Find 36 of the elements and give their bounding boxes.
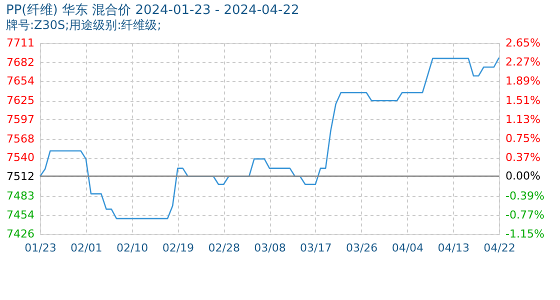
line-series	[39, 57, 500, 220]
y2-tick-label: 1.51%	[506, 94, 540, 107]
y-tick-label: 7483	[6, 189, 34, 202]
y-tick-label: 7597	[6, 112, 34, 126]
y-tick-label: 7540	[6, 151, 34, 164]
chart-subtitle: 牌号:Z30S;用途级别:纤维级;	[6, 18, 162, 32]
x-tick-label: 04/04	[392, 242, 424, 254]
y2-tick-label: 2.27%	[506, 56, 540, 69]
y2-tick-label: -0.77%	[506, 208, 544, 222]
y-tick-label: 7568	[6, 132, 34, 146]
y-tick-label: 7654	[6, 74, 34, 88]
y2-tick-label: 0.75%	[506, 132, 540, 145]
y2-tick-label: 0.00%	[506, 170, 540, 183]
x-tick-label: 02/01	[70, 242, 102, 254]
y2-tick-label: 1.89%	[506, 74, 540, 88]
y2-tick-label: -0.39%	[506, 189, 544, 202]
y2-tick-label: 0.37%	[506, 151, 540, 164]
y-tick-label: 7711	[6, 36, 34, 50]
x-tick-label: 04/22	[484, 242, 516, 254]
y-tick-label: 7625	[6, 94, 34, 108]
chart-title: PP(纤维) 华东 混合价 2024-01-23 - 2024-04-22	[6, 3, 300, 18]
y-tick-label: 7454	[6, 208, 34, 222]
x-tick-label: 01/23	[24, 242, 56, 254]
x-tick-label: 03/26	[346, 242, 378, 254]
y-tick-label: 7512	[6, 170, 34, 183]
x-tick-label: 02/19	[162, 242, 194, 254]
x-tick-label: 02/28	[208, 242, 240, 254]
x-tick-label: 02/10	[116, 242, 148, 254]
x-tick-label: 03/08	[254, 242, 286, 254]
x-tick-label: 03/17	[300, 242, 332, 254]
y2-tick-label: -1.15%	[506, 228, 544, 240]
y-tick-label: 7426	[6, 228, 34, 240]
y-tick-label: 7682	[6, 56, 34, 69]
x-tick-label: 04/13	[438, 242, 470, 254]
y2-tick-label: 2.65%	[506, 36, 540, 50]
y2-tick-label: 1.13%	[506, 112, 540, 126]
